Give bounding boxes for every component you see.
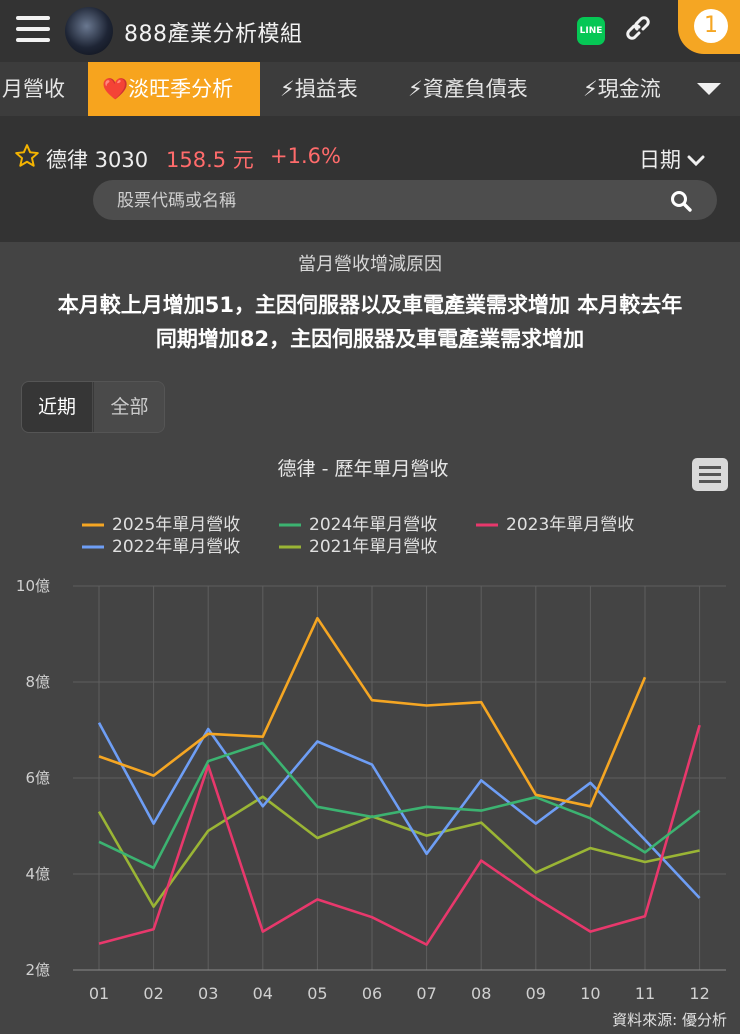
search-input[interactable] (115, 180, 659, 222)
x-tick-label: 08 (471, 984, 491, 1003)
link-icon[interactable] (626, 16, 656, 46)
reason-line-1: 本月較上月增加51，主因伺服器以及車電產業需求增加 本月較去年 (57, 293, 683, 317)
legend-item[interactable]: 2021年單月營收 (279, 537, 437, 557)
y-axis-labels: 2億 4億 6億 8億 10億 (16, 577, 50, 979)
avatar[interactable] (65, 7, 113, 55)
legend-label: 2025年單月營收 (112, 515, 240, 535)
line-icon[interactable]: LINE (577, 17, 605, 45)
chart-legend: 2025年單月營收 2024年單月營收 2023年單月營收 2022年單月營收 2021… (82, 515, 634, 557)
tab-more-button[interactable] (684, 62, 740, 116)
tab-bar: 月營收 ❤️淡旺季分析 ⚡損益表 ⚡資產負債表 ⚡現金流 (0, 62, 740, 116)
chart-grid (73, 585, 726, 971)
stock-bar: 德律 3030 158.5 元 +1.6% 日期 (0, 116, 740, 242)
stock-price: 158.5 元 (166, 148, 254, 172)
legend-item[interactable]: 2023年單月營收 (476, 515, 634, 535)
chevron-down-icon (687, 155, 705, 167)
tab-monthly-revenue[interactable]: 月營收 (2, 77, 65, 101)
period-toggle: 近期 全部 (21, 381, 165, 433)
period-recent-button[interactable]: 近期 (22, 382, 92, 432)
stock-name: 德律 3030 (46, 148, 149, 172)
x-tick-label: 12 (689, 984, 709, 1003)
x-tick-label: 10 (580, 984, 600, 1003)
reason-title: 當月營收增減原因 (298, 254, 442, 275)
reason-text: 本月較上月增加51，主因伺服器以及車電產業需求增加 本月較去年 同期增加82，主… (0, 288, 740, 356)
legend-label: 2022年單月營收 (112, 537, 240, 557)
legend-label: 2023年單月營收 (506, 515, 634, 535)
menu-icon[interactable] (16, 16, 50, 44)
tab-cash-flow[interactable]: ⚡現金流 (583, 77, 661, 101)
y-tick-label: 6億 (25, 769, 50, 787)
search-box (93, 180, 717, 222)
app-title: 888產業分析模組 (124, 22, 303, 47)
x-tick-label: 04 (253, 984, 273, 1003)
notification-count: 1 (694, 9, 728, 43)
legend-label: 2021年單月營收 (309, 537, 437, 557)
legend-label: 2024年單月營收 (309, 515, 437, 535)
legend-item[interactable]: 2025年單月營收 (82, 515, 240, 535)
date-dropdown-label: 日期 (639, 148, 681, 172)
caret-down-icon (697, 83, 721, 95)
source-label: 資料來源: 優分析 (612, 1011, 727, 1029)
chart-series (97, 616, 701, 946)
chart-menu-icon[interactable] (692, 458, 728, 491)
legend-item[interactable]: 2022年單月營收 (82, 537, 240, 557)
x-tick-label: 07 (416, 984, 436, 1003)
series-line[interactable] (97, 722, 701, 899)
reason-line-2: 同期增加82，主因伺服器及車電產業需求增加 (155, 327, 585, 351)
y-tick-label: 4億 (25, 865, 50, 883)
date-dropdown[interactable]: 日期 (639, 144, 705, 174)
tab-balance-sheet[interactable]: ⚡資產負債表 (408, 77, 528, 101)
top-bar: 888產業分析模組 LINE 1 (0, 0, 740, 62)
notification-button[interactable]: 1 (678, 0, 740, 54)
y-tick-label: 8億 (25, 673, 50, 691)
x-tick-label: 03 (198, 984, 218, 1003)
legend-item[interactable]: 2024年單月營收 (279, 515, 437, 535)
series-line[interactable] (98, 741, 701, 870)
x-tick-label: 06 (362, 984, 382, 1003)
x-tick-label: 01 (89, 984, 109, 1003)
x-tick-label: 09 (526, 984, 546, 1003)
tab-income-statement[interactable]: ⚡損益表 (280, 77, 358, 101)
period-all-button[interactable]: 全部 (93, 382, 164, 432)
x-tick-label: 05 (307, 984, 327, 1003)
x-tick-label: 11 (635, 984, 655, 1003)
series-line[interactable] (98, 724, 701, 946)
tab-seasonality[interactable]: ❤️淡旺季分析 (88, 62, 260, 116)
star-icon[interactable] (14, 143, 40, 169)
chart-title: 德律 - 歷年單月營收 (278, 458, 449, 480)
search-icon[interactable] (669, 189, 693, 213)
stock-change: +1.6% (270, 144, 341, 168)
y-tick-label: 2億 (25, 961, 50, 979)
series-line[interactable] (98, 616, 647, 808)
series-line[interactable] (97, 795, 700, 908)
revenue-line-chart: 德律 - 歷年單月營收 2025年單月營收 2024年單月營收 2023年單月營收2… (16, 458, 728, 1029)
x-axis-labels: 01 02 03 04 05 06 07 08 09 10 11 12 (89, 984, 710, 1003)
x-tick-label: 02 (143, 984, 163, 1003)
y-tick-label: 10億 (16, 577, 50, 595)
